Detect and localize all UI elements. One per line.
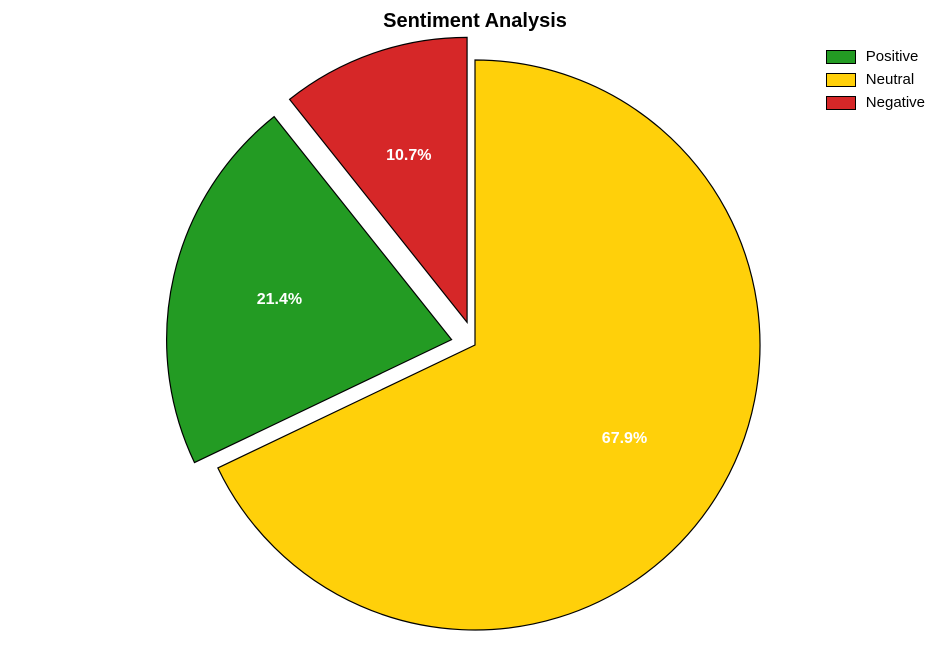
slice-label-positive: 21.4%	[257, 291, 302, 309]
chart-legend: Positive Neutral Negative	[826, 48, 925, 117]
legend-swatch-negative	[826, 96, 856, 110]
slice-label-negative: 10.7%	[386, 147, 431, 165]
legend-label-neutral: Neutral	[866, 71, 914, 88]
legend-label-negative: Negative	[866, 94, 925, 111]
legend-item-negative: Negative	[826, 94, 925, 111]
legend-swatch-positive	[826, 50, 856, 64]
pie-chart-svg	[0, 35, 950, 655]
chart-title: Sentiment Analysis	[0, 10, 950, 33]
legend-label-positive: Positive	[866, 48, 919, 65]
legend-item-positive: Positive	[826, 48, 925, 65]
legend-swatch-neutral	[826, 73, 856, 87]
pie-chart-area: 67.9% 21.4% 10.7%	[0, 35, 950, 655]
legend-item-neutral: Neutral	[826, 71, 925, 88]
slice-label-neutral: 67.9%	[602, 430, 647, 448]
